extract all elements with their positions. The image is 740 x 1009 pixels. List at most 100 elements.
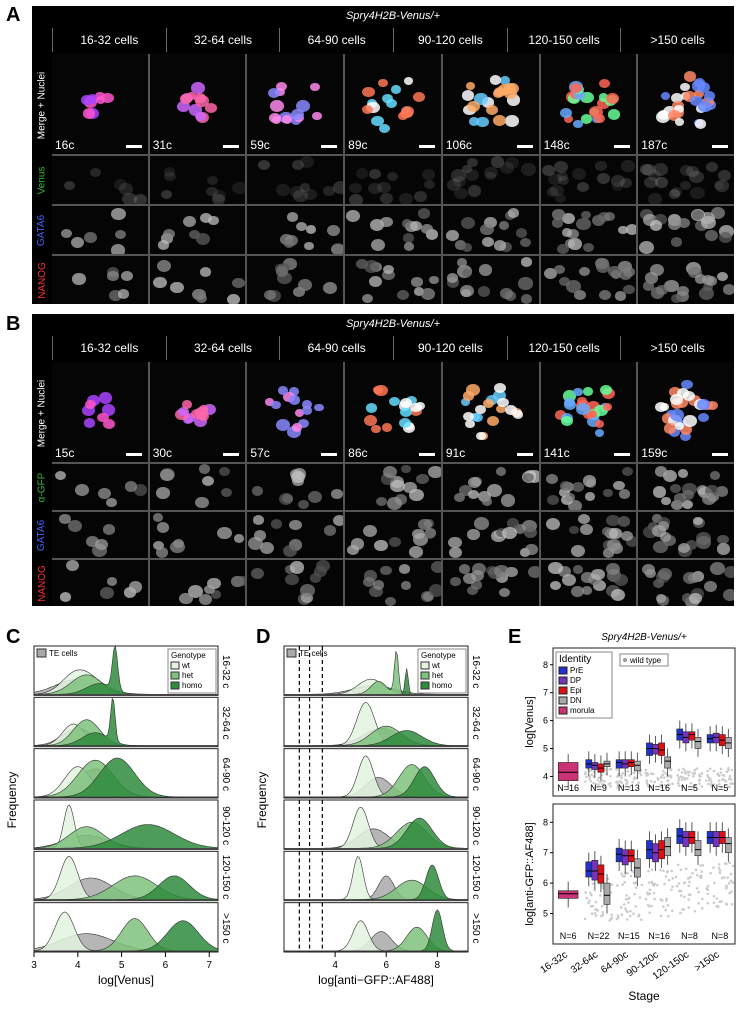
wild-type-point [656, 883, 659, 887]
genotype-header: Spry4H2B-Venus/+ [345, 10, 441, 22]
image-grid: 15c 30c 57c 86c 91c 141c 159c [52, 362, 734, 606]
wild-type-point [730, 782, 733, 785]
nucleus-blob [362, 293, 374, 304]
wild-type-point [693, 785, 697, 789]
wild-type-point [717, 863, 721, 866]
nucleus-blob [292, 189, 308, 203]
nucleus-blob [380, 565, 392, 576]
wt-legend-point [623, 658, 627, 662]
wild-type-point [728, 775, 732, 778]
nucleus-blob [569, 525, 580, 535]
nucleus-blob [690, 95, 703, 106]
nucleus-blob [682, 489, 695, 501]
nucleus-blob [654, 401, 668, 413]
nucleus-blob [559, 276, 570, 287]
nucleus-blob [575, 403, 590, 415]
nucleus-blob [700, 215, 716, 229]
nucleus-blob [379, 193, 393, 204]
nucleus-blob [346, 210, 360, 222]
merge-image: 148c [540, 54, 637, 154]
row-label-nanog: NANOG [36, 564, 48, 602]
nucleus-blob [413, 286, 425, 296]
wild-type-point [600, 905, 604, 908]
wild-type-point [640, 883, 644, 887]
nucleus-blob [95, 96, 106, 105]
channel-image [149, 206, 246, 254]
nucleus-blob [450, 577, 461, 586]
legend-swatch-homo [420, 681, 430, 690]
wild-type-point [620, 776, 623, 780]
wild-type-point [706, 888, 710, 892]
channel-image [540, 464, 637, 510]
wild-type-point [652, 891, 656, 895]
nucleus-blob [580, 114, 593, 125]
nucleus-blob [282, 544, 298, 557]
nucleus-blob [110, 244, 126, 254]
nucleus-blob [481, 496, 493, 507]
nucleus-blob [292, 159, 305, 171]
nucleus-blob [496, 572, 509, 583]
wild-type-point [650, 868, 654, 871]
nucleus-blob [545, 517, 560, 530]
wild-type-point [659, 868, 662, 872]
wild-type-point [700, 906, 704, 910]
nucleus-blob [382, 423, 393, 432]
merge-image: 86c [345, 362, 441, 462]
merge-image: 187c [638, 54, 734, 154]
nucleus-blob [606, 93, 620, 105]
channel-image [247, 156, 344, 204]
legend-swatch [558, 676, 568, 685]
nucleus-blob [606, 514, 620, 526]
nucleus-blob [251, 567, 265, 580]
row-label-nanog: NANOG [36, 261, 48, 299]
wild-type-point [609, 774, 612, 778]
wild-type-point [694, 868, 698, 872]
nucleus-blob [602, 403, 612, 411]
nucleus-blob [276, 266, 289, 277]
stage-label: 64-90 cells [279, 336, 393, 360]
nucleus-blob [606, 538, 622, 552]
nucleus-blob [625, 223, 637, 235]
stage-label: 32-64 cells [165, 336, 280, 360]
nucleus-blob [304, 241, 315, 251]
nucleus-blob [610, 588, 625, 601]
nucleus-blob [475, 405, 486, 415]
nucleus-blob [368, 168, 381, 179]
box [621, 849, 629, 866]
channel-image [638, 560, 734, 606]
cell-count-label: 159c [641, 446, 668, 460]
nucleus-blob [287, 212, 299, 222]
nucleus-blob [640, 164, 653, 175]
nucleus-blob [128, 581, 143, 593]
channel-image [247, 206, 344, 254]
wild-type-point [684, 771, 687, 775]
nucleus-blob [63, 181, 75, 191]
nucleus-blob [623, 284, 635, 295]
wild-type-point [674, 875, 678, 879]
wild-type-point [716, 904, 720, 908]
wild-type-point [716, 773, 720, 776]
wild-type-point [730, 890, 733, 893]
nucleus-blob [270, 99, 284, 112]
nucleus-blob [396, 289, 409, 301]
nucleus-blob [114, 178, 127, 190]
nucleus-blob [520, 293, 533, 304]
merge-image: 106c [442, 54, 539, 154]
nucleus-blob [199, 213, 212, 224]
nucleus-blob [314, 403, 324, 412]
wild-type-point [686, 776, 689, 780]
wild-type-point [639, 918, 643, 921]
facet-label: >150 c [220, 913, 231, 943]
nucleus-blob [682, 391, 695, 402]
nucleus-blob [278, 493, 293, 506]
wild-type-point [691, 871, 694, 875]
nucleus-blob [561, 213, 575, 225]
nucleus-blob [378, 78, 388, 87]
wild-type-point [695, 887, 699, 890]
nucleus-blob [484, 166, 498, 179]
wild-type-point [601, 911, 605, 914]
legend-label: DP [570, 676, 581, 685]
channel-image [149, 464, 246, 510]
nucleus-blob [182, 216, 196, 228]
x-tick-label: 6 [383, 960, 389, 971]
